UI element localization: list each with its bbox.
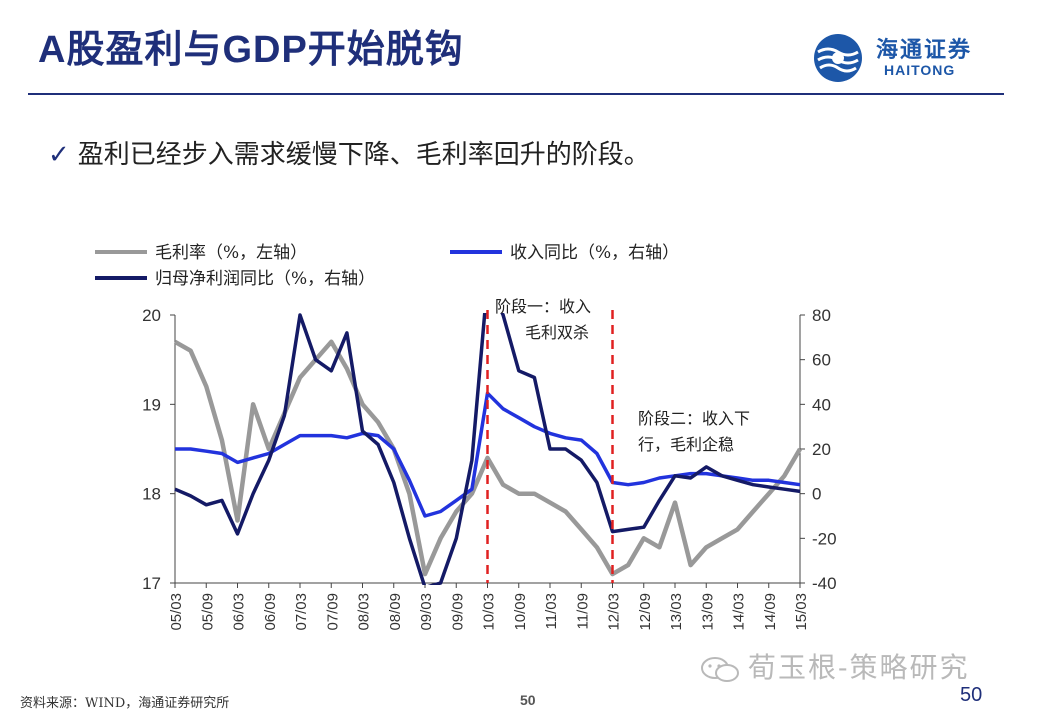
x-tick-label: 11/09: [574, 593, 591, 629]
x-tick-label: 08/09: [387, 593, 404, 631]
phase-two-label: 阶段二：收入下行，毛利企稳: [638, 409, 750, 454]
x-tick-label: 08/03: [356, 593, 373, 631]
x-tick-label: 11/03: [543, 593, 560, 629]
legend-label: 毛利率（%，左轴）: [155, 243, 307, 263]
x-tick-label: 06/09: [262, 593, 279, 631]
right-tick-label: 60: [812, 351, 831, 370]
x-tick-label: 13/03: [668, 593, 685, 631]
x-tick-label: 12/03: [606, 593, 623, 631]
x-tick-label: 07/03: [293, 593, 310, 631]
page-title: A股盈利与GDP开始脱钩: [38, 29, 464, 71]
footer-source: 资料来源：WIND，海通证券研究所: [20, 696, 230, 711]
net-profit-yoy-line: [174, 313, 801, 585]
phase-one-label: 阶段一：收入毛利双杀: [495, 297, 591, 342]
right-tick-label: 80: [812, 306, 831, 325]
left-tick-label: 17: [142, 574, 161, 593]
logo-text-cn: 海通证券: [876, 37, 973, 63]
checkmark-icon: ✓: [48, 140, 70, 170]
x-tick-label: 10/09: [512, 593, 529, 631]
x-tick-label: 10/03: [481, 593, 498, 631]
x-tick-label: 14/03: [731, 593, 748, 631]
right-tick-label: -40: [812, 574, 837, 593]
x-tick-label: 14/09: [762, 593, 779, 631]
bullet-text: 盈利已经步入需求缓慢下降、毛利率回升的阶段。: [77, 140, 650, 170]
left-tick-label: 19: [142, 395, 161, 414]
legend-label: 归母净利润同比（%，右轴）: [155, 269, 375, 289]
watermark-text: 荀玉根-策略研究: [748, 651, 970, 684]
x-tick-label: 07/09: [324, 593, 341, 631]
x-tick-label: 15/03: [793, 593, 810, 631]
title-divider: [28, 93, 1004, 95]
haitong-emblem-icon: [814, 34, 862, 82]
logo-text-en: HAITONG: [884, 62, 956, 78]
x-tick-label: 09/09: [449, 593, 466, 631]
right-tick-label: 40: [812, 395, 831, 414]
x-tick-label: 06/03: [231, 593, 248, 631]
legend-label: 收入同比（%，右轴）: [510, 243, 679, 263]
haitong-logo: 海通证券 HAITONG: [812, 30, 1012, 86]
x-tick-label: 09/03: [418, 593, 435, 631]
x-tick-label: 13/09: [699, 593, 716, 631]
wechat-watermark: 荀玉根-策略研究: [700, 646, 969, 686]
x-tick-label: 12/09: [637, 593, 654, 631]
x-tick-label: 05/03: [168, 593, 185, 631]
right-tick-label: 20: [812, 440, 831, 459]
left-tick-label: 20: [142, 306, 161, 325]
wechat-icon: [701, 656, 739, 682]
x-tick-label: 05/09: [199, 593, 216, 631]
right-tick-label: 0: [812, 485, 821, 504]
right-tick-label: -20: [812, 529, 837, 548]
bullet-point: ✓ 盈利已经步入需求缓慢下降、毛利率回升的阶段。: [48, 134, 650, 171]
footer-center-number: 50: [520, 692, 536, 708]
left-tick-label: 18: [142, 485, 161, 504]
page-number: 50: [960, 684, 983, 706]
